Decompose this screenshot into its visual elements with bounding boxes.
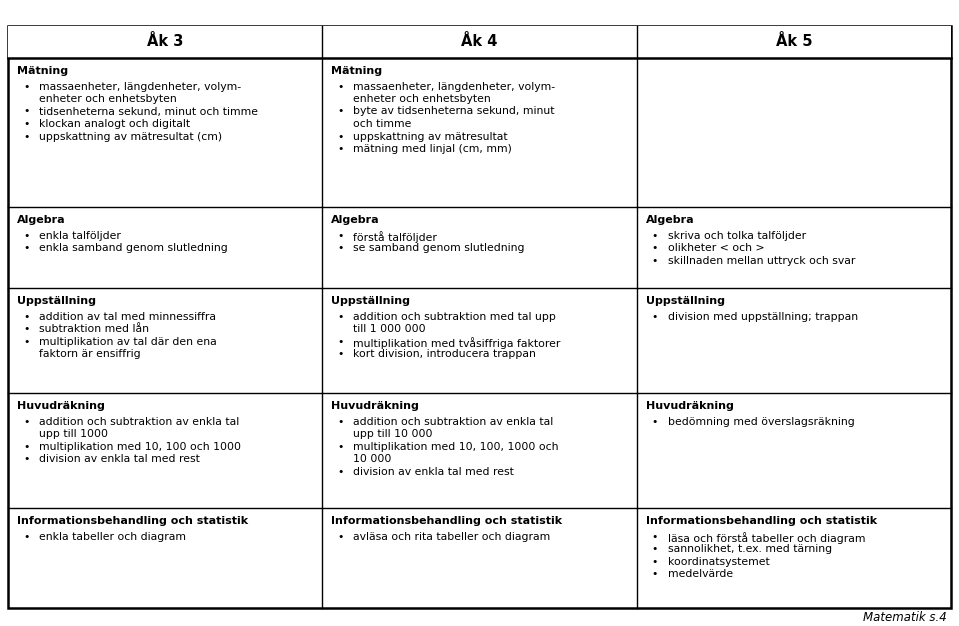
Text: •: • [338,144,343,154]
Text: olikheter < och >: olikheter < och > [667,244,764,254]
Text: •: • [338,131,343,141]
Text: •: • [23,454,30,464]
Text: enkla talföljder: enkla talföljder [39,231,121,241]
Text: •: • [338,106,343,116]
Text: enkla samband genom slutledning: enkla samband genom slutledning [39,244,227,254]
Text: enheter och enhetsbyten: enheter och enhetsbyten [39,94,176,104]
Text: addition och subtraktion med tal upp: addition och subtraktion med tal upp [353,312,556,322]
Text: •: • [23,532,30,542]
Text: faktorn är ensiffrig: faktorn är ensiffrig [39,349,141,359]
Bar [8,26,951,58]
Text: addition och subtraktion av enkla tal: addition och subtraktion av enkla tal [353,417,553,427]
Text: addition och subtraktion av enkla tal: addition och subtraktion av enkla tal [39,417,239,427]
Text: tidsenheterna sekund, minut och timme: tidsenheterna sekund, minut och timme [39,106,258,116]
Text: multiplikation av tal där den ena: multiplikation av tal där den ena [39,337,217,347]
Text: multiplikation med tvåsiffriga faktorer: multiplikation med tvåsiffriga faktorer [353,337,561,349]
Text: bedömning med överslagsräkning: bedömning med överslagsräkning [667,417,854,427]
Text: •: • [652,570,658,580]
Text: •: • [23,231,30,241]
Text: Åk 5: Åk 5 [776,34,812,49]
Text: •: • [23,337,30,347]
Text: byte av tidsenheterna sekund, minut: byte av tidsenheterna sekund, minut [353,106,555,116]
Text: och timme: och timme [353,119,411,129]
Text: Huvudräkning: Huvudräkning [331,401,419,411]
Text: Uppställning: Uppställning [17,297,96,307]
Text: Åk 3: Åk 3 [147,34,183,49]
Text: Algebra: Algebra [645,215,694,225]
Text: •: • [652,231,658,241]
Text: uppskattning av mätresultat (cm): uppskattning av mätresultat (cm) [39,131,222,141]
Text: Informationsbehandling och statistik: Informationsbehandling och statistik [331,516,563,526]
Text: •: • [652,417,658,427]
Text: addition av tal med minnessiffra: addition av tal med minnessiffra [39,312,216,322]
Text: •: • [23,106,30,116]
Text: avläsa och rita tabeller och diagram: avläsa och rita tabeller och diagram [353,532,550,542]
Text: mätning med linjal (cm, mm): mätning med linjal (cm, mm) [353,144,512,154]
Text: •: • [23,119,30,129]
Text: multiplikation med 10, 100, 1000 och: multiplikation med 10, 100, 1000 och [353,442,559,452]
Text: kort division, introducera trappan: kort division, introducera trappan [353,349,536,359]
Text: •: • [652,532,658,542]
Text: Matematik s.4: Matematik s.4 [863,611,947,624]
Text: skriva och tolka talföljder: skriva och tolka talföljder [667,231,806,241]
Text: division av enkla tal med rest: division av enkla tal med rest [39,454,199,464]
Text: •: • [23,131,30,141]
Text: •: • [23,324,30,334]
Text: Mätning: Mätning [17,66,68,76]
Text: 10 000: 10 000 [353,454,391,464]
Text: •: • [338,417,343,427]
Text: upp till 10 000: upp till 10 000 [353,429,433,439]
Text: •: • [338,349,343,359]
Text: upp till 1000: upp till 1000 [39,429,108,439]
Text: Huvudräkning: Huvudräkning [17,401,105,411]
Text: •: • [652,557,658,567]
Text: •: • [652,312,658,322]
Text: massaenheter, längdenheter, volym-: massaenheter, längdenheter, volym- [39,81,241,91]
Text: •: • [23,81,30,91]
Text: Algebra: Algebra [331,215,380,225]
Text: •: • [652,244,658,254]
Text: •: • [338,81,343,91]
Text: •: • [338,467,343,477]
Text: se samband genom slutledning: se samband genom slutledning [353,244,525,254]
Text: koordinatsystemet: koordinatsystemet [667,557,769,567]
Text: Huvudräkning: Huvudräkning [645,401,734,411]
Text: massaenheter, längdenheter, volym-: massaenheter, längdenheter, volym- [353,81,555,91]
Text: Uppställning: Uppställning [645,297,725,307]
Text: •: • [338,231,343,241]
Text: läsa och förstå tabeller och diagram: läsa och förstå tabeller och diagram [667,532,865,544]
Text: sannolikhet, t.ex. med tärning: sannolikhet, t.ex. med tärning [667,545,831,555]
Text: Informationsbehandling och statistik: Informationsbehandling och statistik [645,516,877,526]
Text: •: • [338,244,343,254]
Text: •: • [338,442,343,452]
Text: Algebra: Algebra [17,215,65,225]
Text: skillnaden mellan uttryck och svar: skillnaden mellan uttryck och svar [667,256,855,266]
Text: division av enkla tal med rest: division av enkla tal med rest [353,467,514,477]
Text: •: • [23,312,30,322]
Text: Informationsbehandling och statistik: Informationsbehandling och statistik [17,516,248,526]
Text: till 1 000 000: till 1 000 000 [353,324,426,334]
Text: medelvärde: medelvärde [667,570,733,580]
Text: •: • [338,337,343,347]
Text: •: • [652,256,658,266]
Text: •: • [338,532,343,542]
Text: •: • [23,442,30,452]
Text: klockan analogt och digitalt: klockan analogt och digitalt [39,119,190,129]
Text: enkla tabeller och diagram: enkla tabeller och diagram [39,532,186,542]
Text: •: • [652,545,658,555]
Text: Åk 4: Åk 4 [461,34,498,49]
Text: subtraktion med lån: subtraktion med lån [39,324,149,334]
Text: •: • [23,244,30,254]
Text: multiplikation med 10, 100 och 1000: multiplikation med 10, 100 och 1000 [39,442,241,452]
Text: uppskattning av mätresultat: uppskattning av mätresultat [353,131,508,141]
Text: enheter och enhetsbyten: enheter och enhetsbyten [353,94,491,104]
Text: •: • [338,312,343,322]
Text: division med uppställning; trappan: division med uppställning; trappan [667,312,857,322]
Text: Uppställning: Uppställning [331,297,410,307]
Text: •: • [23,417,30,427]
Text: förstå talföljder: förstå talföljder [353,231,437,243]
Text: Mätning: Mätning [331,66,383,76]
